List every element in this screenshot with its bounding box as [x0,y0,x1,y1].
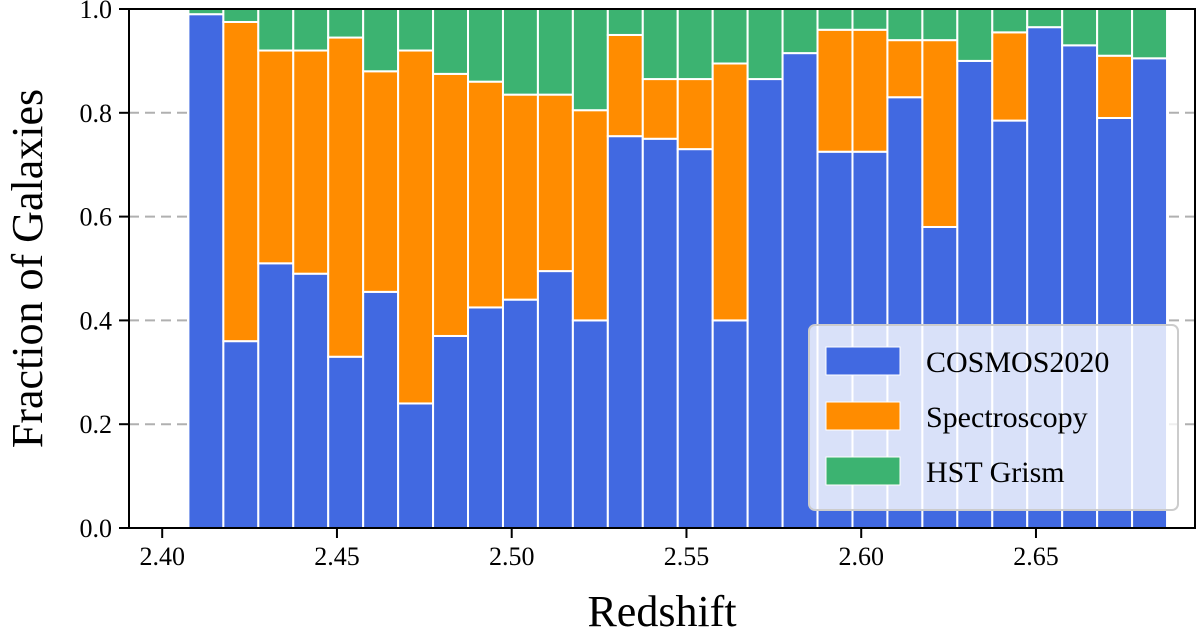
bar-segment-hst-grism [292,8,330,52]
bar-segment-cosmos2020 [327,355,365,530]
bar-segment-cosmos2020 [571,319,609,529]
bar-segment-cosmos2020 [641,137,679,529]
bar-segment-spectroscopy [327,36,365,358]
legend-swatch [825,456,901,486]
bar-segment-hst-grism [851,8,889,31]
y-tick-label: 0.2 [80,410,113,439]
bar-segment-cosmos2020 [397,402,435,529]
x-tick-label: 2.40 [139,542,185,571]
legend-label: COSMOS2020 [926,346,1109,379]
bar-segment-spectroscopy [816,28,854,153]
bar-segment-hst-grism [501,8,539,96]
axes [128,8,1196,529]
bar-segment-spectroscopy [641,78,679,140]
bar-segment-spectroscopy [292,49,330,275]
y-tick-label: 0.4 [80,306,113,335]
bar-segment-spectroscopy [886,39,924,99]
bar-segment-hst-grism [641,8,679,81]
bar-segment-spectroscopy [571,109,609,322]
bar-segment-hst-grism [1096,8,1134,57]
bar-segment-hst-grism [816,8,854,31]
y-tick-label: 0.0 [80,514,113,543]
bar-segment-hst-grism [991,8,1029,34]
bar-segment-hst-grism [536,8,574,96]
x-tick-label: 2.45 [314,542,360,571]
bar-segment-spectroscopy [362,70,400,293]
bar-segment-cosmos2020 [432,334,470,529]
bar-segment-cosmos2020 [222,340,260,529]
bar-segment-hst-grism [956,8,994,62]
legend: COSMOS2020 Spectroscopy HST Grism [808,324,1179,511]
bar-segment-hst-grism [1026,8,1064,29]
bar-segment-hst-grism [886,8,924,42]
bar-segment-cosmos2020 [467,306,504,529]
x-tick-label: 2.65 [1013,542,1059,571]
bar-segment-hst-grism [257,8,295,52]
bar-segment-hst-grism [432,8,470,75]
bar-segment-cosmos2020 [257,262,295,529]
bar-segment-hst-grism [1131,8,1169,60]
bar-segment-hst-grism [711,8,749,65]
bar-segment-spectroscopy [851,28,889,153]
bar-segment-spectroscopy [222,20,260,343]
bar-segment-cosmos2020 [362,290,400,530]
bar-segment-spectroscopy [397,49,435,405]
bar-segment-spectroscopy [711,62,749,322]
bar-segment-cosmos2020 [187,13,225,529]
bar-segment-hst-grism [571,8,609,112]
bar-segment-hst-grism [327,8,365,39]
bar-segment-hst-grism [222,8,260,23]
y-tick-label: 0.8 [80,99,113,128]
bar-segment-spectroscopy [1096,54,1134,119]
bar-segment-spectroscopy [536,93,574,273]
bar-segment-hst-grism [676,8,714,81]
bar-segment-spectroscopy [991,31,1029,122]
bar-segment-cosmos2020 [606,135,644,529]
bar-segment-hst-grism [606,8,644,36]
bar-segment-hst-grism [362,8,400,73]
bar-segment-hst-grism [1061,8,1099,47]
legend-label: HST Grism [926,456,1065,489]
legend-box [808,324,1179,511]
x-tick-label: 2.55 [664,542,710,571]
bar-segment-hst-grism [781,8,819,55]
legend-swatch [825,401,901,431]
ticks: 2.40 2.45 2.50 2.55 2.60 2.65 0.0 0.2 0.4 0.6 0.8 1… [80,0,1059,571]
plot-frame [128,8,1196,529]
bar-segment-cosmos2020 [746,78,784,529]
bar-segment-hst-grism [746,8,784,81]
bar-segment-hst-grism [921,8,959,42]
bar-segment-cosmos2020 [292,272,330,529]
x-tick-label: 2.60 [838,542,884,571]
bar-segment-cosmos2020 [536,270,574,529]
bar-segment-cosmos2020 [676,148,714,529]
bar-segment-spectroscopy [676,78,714,151]
bar-segment-spectroscopy [257,49,295,265]
x-axis-label: Redshift [587,587,736,632]
bar-segment-hst-grism [397,8,435,52]
bar-segment-cosmos2020 [711,319,749,529]
bar-segment-spectroscopy [432,72,470,337]
bar-segment-spectroscopy [606,33,644,138]
bar-segment-spectroscopy [921,39,959,228]
legend-label: Spectroscopy [926,401,1088,434]
y-tick-label: 0.6 [80,203,113,232]
legend-swatch [825,346,901,376]
bar-segment-spectroscopy [501,93,539,301]
bar-segment-spectroscopy [467,80,504,309]
y-axis-label: Fraction of Galaxies [3,89,52,448]
x-tick-label: 2.50 [489,542,535,571]
bar-segment-hst-grism [467,8,504,83]
y-tick-label: 1.0 [80,0,113,24]
bar-segment-cosmos2020 [501,298,539,530]
